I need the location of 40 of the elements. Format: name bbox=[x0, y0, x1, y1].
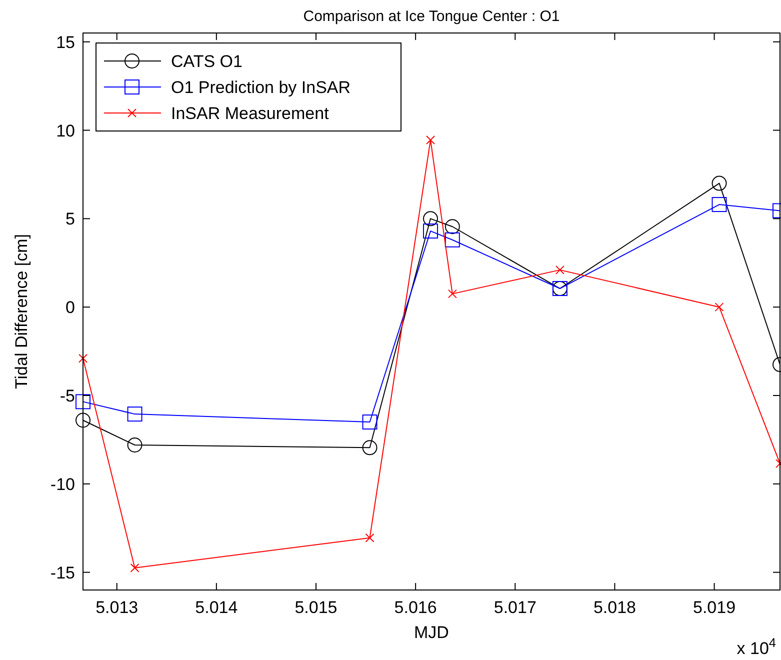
point bbox=[365, 533, 374, 542]
point bbox=[78, 354, 88, 363]
chart-title: Comparison at Ice Tongue Center : O1 bbox=[303, 8, 560, 25]
point bbox=[423, 224, 438, 239]
point bbox=[555, 265, 564, 274]
y-tick-label: -5 bbox=[60, 386, 75, 406]
x-tick-label: 5.014 bbox=[195, 598, 238, 617]
point bbox=[76, 394, 90, 410]
x-tick-label: 5.016 bbox=[394, 598, 437, 617]
point bbox=[712, 197, 727, 212]
x-tick-label: 5.018 bbox=[593, 598, 636, 617]
y-tick-label: 10 bbox=[56, 121, 75, 140]
y-tick-label: 0 bbox=[66, 298, 75, 318]
x-tick-label: 5.017 bbox=[494, 598, 536, 617]
point bbox=[127, 438, 142, 453]
y-axis-title: Tidal Difference [cm] bbox=[12, 234, 31, 389]
point bbox=[444, 232, 460, 248]
point bbox=[362, 440, 378, 456]
point bbox=[362, 414, 378, 430]
x-tick-label: 5.019 bbox=[693, 598, 736, 617]
point bbox=[127, 406, 142, 422]
x-axis-title: MJD bbox=[414, 623, 449, 642]
text: x 10$^{4}$ bbox=[736, 634, 776, 658]
x-tick-label: 5.013 bbox=[96, 598, 138, 617]
x-tick-label: 5.015 bbox=[294, 598, 338, 617]
point bbox=[712, 176, 727, 191]
point bbox=[444, 219, 460, 234]
legend-label: O1 Prediction by InSAR bbox=[171, 78, 351, 97]
legend-label: CATS O1 bbox=[171, 52, 242, 71]
point bbox=[426, 135, 436, 144]
point bbox=[448, 289, 457, 298]
point bbox=[130, 563, 140, 572]
y-tick-label: 5 bbox=[66, 210, 75, 229]
point bbox=[714, 302, 724, 312]
legend-label: InSAR Measurement bbox=[171, 104, 330, 123]
y-tick-label: -15 bbox=[50, 563, 75, 582]
point bbox=[423, 211, 438, 226]
y-tick-label: -10 bbox=[50, 474, 75, 494]
point bbox=[76, 412, 90, 428]
y-tick-label: 15 bbox=[56, 32, 75, 52]
